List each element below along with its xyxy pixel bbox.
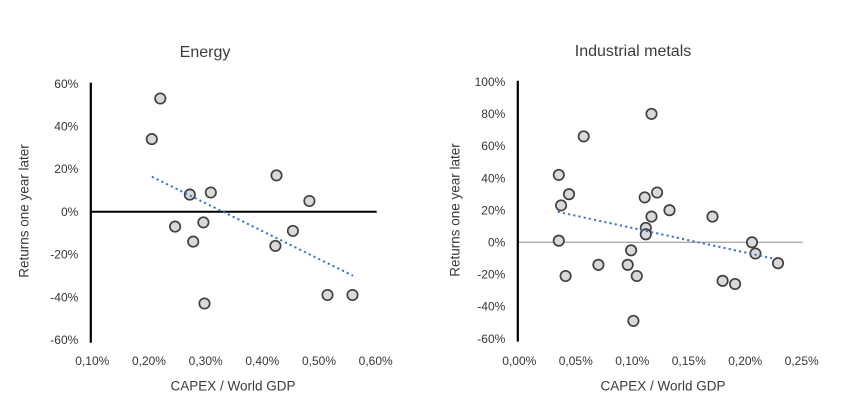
scatter-point: [627, 314, 640, 327]
y-tick-label: -20%: [50, 248, 78, 262]
scatter-point: [645, 107, 658, 120]
x-tick-label: 0,50%: [302, 354, 336, 368]
y-tick-label: 80%: [481, 107, 505, 121]
x-tick-label: 0,30%: [189, 354, 223, 368]
x-axis-title: CAPEX / World GDP: [170, 378, 296, 394]
scatter-point: [286, 224, 299, 237]
y-tick-label: -40%: [50, 290, 78, 304]
y-tick-label: -40%: [477, 300, 505, 314]
x-axis-title: CAPEX / World GDP: [600, 378, 726, 394]
x-tick-label: 0,20%: [132, 354, 166, 368]
scatter-point: [729, 277, 742, 291]
scatter-point: [270, 169, 283, 182]
x-tick-label: 0,40%: [245, 354, 279, 368]
x-tick-label: 0,20%: [728, 354, 762, 368]
x-tick-label: 0,60%: [359, 354, 393, 368]
trend-line: [557, 210, 773, 260]
scatter-point: [187, 235, 200, 248]
y-tick-label: -60%: [50, 333, 78, 347]
y-tick-label: 100%: [475, 75, 506, 89]
scatter-point: [638, 191, 651, 204]
y-tick-label: -60%: [477, 332, 505, 346]
energy-scatter-plot: 0,10% 0,20% 0,30% 0,40% 0,50% 0,60% 60% 40% 20% 0…: [50, 77, 393, 368]
scatter-point: [552, 168, 565, 181]
scatter-point: [198, 297, 211, 310]
x-tick-label: 0,15%: [672, 354, 706, 368]
scatter-point: [625, 244, 638, 257]
scatter-point: [197, 216, 210, 229]
y-tick-label: 60%: [481, 139, 505, 153]
y-tick-label: 0%: [488, 236, 506, 250]
scatter-point: [663, 204, 676, 217]
y-tick-label: 40%: [481, 171, 505, 185]
y-axis-title: Returns one year later: [16, 144, 32, 278]
scatter-point: [346, 288, 359, 302]
y-tick-label: 0%: [61, 205, 79, 219]
scatter-point: [749, 247, 762, 260]
scatter-point: [645, 210, 658, 223]
scatter-point: [651, 186, 664, 199]
scatter-point: [706, 210, 719, 223]
scatter-point: [321, 288, 334, 302]
industrial-metals-chart-panel: 0,00% 0,05% 0,10% 0,15% 0,20% 0,25% 100% 80% 60%…: [420, 0, 841, 407]
scatter-point: [204, 186, 217, 199]
scatter-point: [555, 199, 568, 212]
energy-chart-panel: 0,10% 0,20% 0,30% 0,40% 0,50% 0,60% 60% 40% 20% 0…: [0, 0, 420, 407]
scatter-point: [745, 236, 759, 249]
scatter-point: [552, 234, 565, 247]
y-tick-label: 20%: [481, 203, 505, 217]
x-tick-label: 0,10%: [615, 354, 649, 368]
scatter-point: [169, 220, 182, 233]
y-tick-label: -20%: [477, 268, 505, 282]
scatter-point: [183, 188, 196, 201]
chart-title-energy: Energy: [179, 44, 231, 61]
scatter-point: [145, 133, 158, 146]
chart-title-industrial-metals: Industrial metals: [574, 43, 692, 60]
scatter-point: [771, 257, 785, 270]
scatter-point: [716, 274, 729, 287]
y-tick-label: 20%: [54, 162, 78, 176]
y-tick-label: 60%: [54, 77, 78, 91]
scatter-point: [630, 269, 643, 283]
industrial-metals-scatter-plot: 0,00% 0,05% 0,10% 0,15% 0,20% 0,25% 100% 80% 60%…: [475, 75, 819, 368]
x-tick-label: 0,05%: [559, 354, 593, 368]
scatter-point: [621, 258, 634, 271]
x-tick-label: 0,10%: [75, 354, 109, 368]
scatter-point: [592, 258, 605, 271]
scatter-point: [639, 228, 652, 241]
y-axis-title: Returns one year later: [447, 143, 463, 277]
scatter-point: [577, 130, 590, 143]
x-tick-label: 0,00%: [502, 354, 536, 368]
trend-line: [151, 175, 354, 277]
x-tick-label: 0,25%: [785, 354, 819, 368]
scatter-point: [559, 269, 572, 283]
scatter-point: [303, 194, 316, 208]
scatter-point: [562, 188, 576, 201]
scatter-point: [269, 239, 282, 252]
scatter-point: [154, 92, 167, 105]
y-tick-label: 40%: [54, 120, 78, 134]
